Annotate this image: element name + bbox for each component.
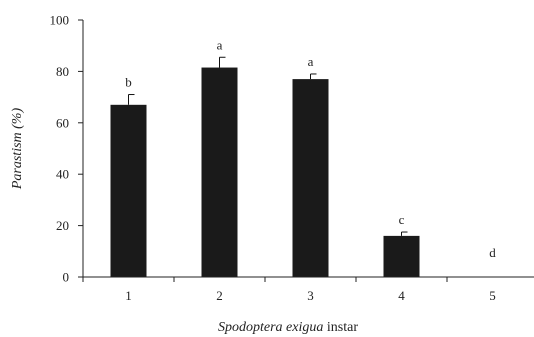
x-axis-title-species: Spodoptera exigua xyxy=(218,320,323,335)
significance-letter: a xyxy=(308,54,314,69)
bar xyxy=(383,235,420,277)
x-tick-label: 3 xyxy=(307,288,314,303)
x-tick-label: 2 xyxy=(216,288,223,303)
y-tick-label: 40 xyxy=(56,167,69,182)
significance-letter: b xyxy=(125,75,132,90)
y-tick-label: 100 xyxy=(50,13,70,28)
y-axis-title: Parastism (%) xyxy=(10,108,25,191)
x-axis-ticks: 1 2 3 4 5 xyxy=(82,277,496,303)
bar xyxy=(110,104,147,277)
x-tick-label: 4 xyxy=(398,288,405,303)
x-axis-title-suffix: instar xyxy=(323,320,358,335)
error-bars xyxy=(128,56,408,236)
bars xyxy=(110,67,420,277)
significance-letter: c xyxy=(399,212,405,227)
x-tick-label: 5 xyxy=(489,288,496,303)
bar xyxy=(201,67,238,277)
y-axis-ticks: 0 20 40 60 80 100 xyxy=(50,13,83,285)
significance-letter: d xyxy=(489,245,496,260)
x-axis-title: Spodoptera exigua instar xyxy=(218,320,358,335)
y-tick-label: 0 xyxy=(63,270,70,285)
y-tick-label: 80 xyxy=(56,64,69,79)
y-tick-label: 20 xyxy=(56,218,69,233)
bar xyxy=(292,79,329,277)
y-tick-label: 60 xyxy=(56,115,69,130)
x-tick-label: 1 xyxy=(125,288,132,303)
significance-letters: b a a c d xyxy=(125,37,496,260)
significance-letter: a xyxy=(217,37,223,52)
